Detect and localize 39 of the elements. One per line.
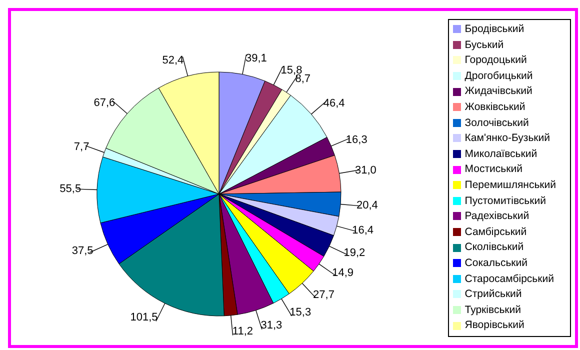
- data-label: 7,7: [74, 141, 90, 154]
- data-label: 52,4: [162, 54, 184, 67]
- legend-label: Буський: [464, 38, 504, 51]
- legend-label: Бродівський: [464, 23, 524, 36]
- legend-label: Старосамбірський: [464, 272, 554, 285]
- legend-label: Радехівський: [464, 210, 530, 222]
- legend-label: Жидачівський: [464, 85, 532, 98]
- legend-label: Пустомитівський: [464, 194, 546, 207]
- legend-label: Сколівський: [464, 241, 524, 254]
- legend-label: Жовківський: [464, 101, 526, 114]
- data-label: 39,1: [245, 52, 267, 65]
- data-label: 14,9: [332, 267, 354, 280]
- data-label: 37,5: [72, 244, 94, 257]
- legend-label: Сокальський: [464, 256, 528, 269]
- legend-label: Мостиський: [464, 163, 522, 176]
- data-label: 31,0: [355, 164, 376, 177]
- data-label: 46,4: [323, 98, 345, 110]
- data-label: 31,3: [260, 320, 282, 332]
- legend-label: Самбірський: [464, 226, 527, 238]
- legend-label: Стрийський: [464, 288, 522, 300]
- legend-label: Золочівський: [464, 116, 529, 129]
- data-label: 11,2: [232, 325, 254, 338]
- data-label: 16,4: [352, 224, 374, 236]
- legend-label: Турківський: [464, 304, 521, 316]
- data-label: 55,5: [60, 183, 82, 196]
- data-label: 16,3: [346, 134, 368, 146]
- data-label: 8,7: [295, 72, 311, 85]
- data-label: 19,2: [344, 247, 366, 260]
- legend-label: Городоцький: [464, 54, 527, 66]
- legend-label: Перемишлянський: [464, 179, 556, 191]
- data-label: 67,6: [94, 97, 116, 110]
- data-label: 27,7: [313, 288, 334, 301]
- data-label: 15,3: [290, 306, 312, 319]
- legend-label: Дрогобицький: [464, 70, 533, 82]
- legend-label: Кам'янко-Бузький: [464, 132, 550, 144]
- data-label: 20,4: [356, 200, 378, 212]
- legend-label: Миколаївський: [464, 148, 538, 160]
- legend-label: Яворівський: [464, 319, 524, 332]
- data-label: 101,5: [130, 312, 158, 324]
